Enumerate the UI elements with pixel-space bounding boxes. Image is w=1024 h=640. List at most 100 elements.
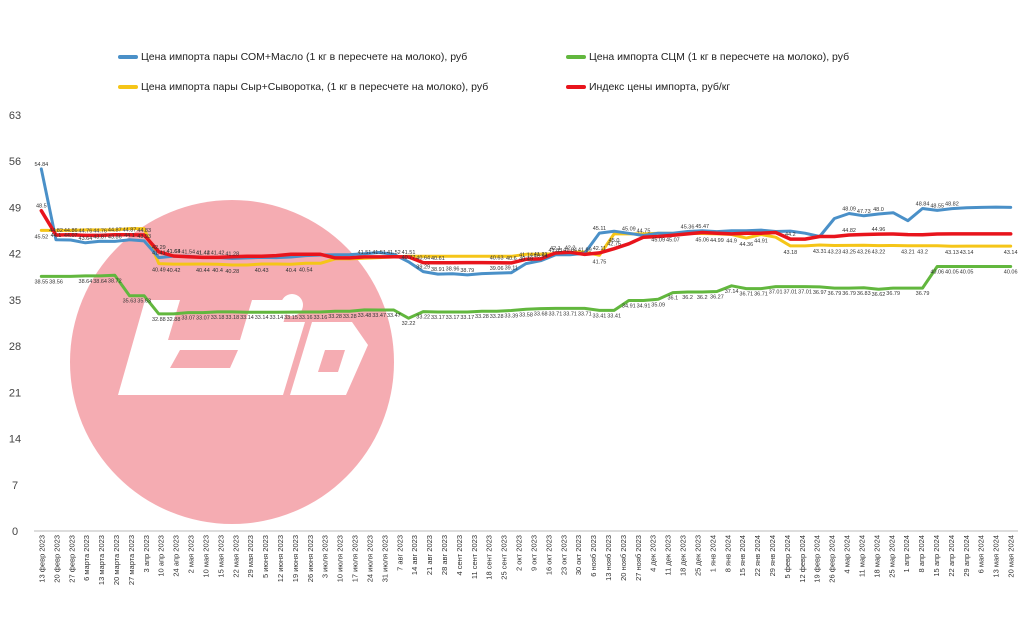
data-label: 45.11	[593, 226, 606, 232]
data-label: 44.87	[108, 228, 122, 234]
x-tick-label: 30 окт 2023	[574, 535, 583, 575]
data-label: 36.71	[754, 292, 768, 298]
x-tick-label: 15 янв 2024	[738, 535, 747, 576]
data-label: 33.14	[269, 315, 283, 321]
data-label: 43.64	[79, 236, 93, 242]
data-label: 32.88	[167, 317, 181, 323]
data-label: 38.72	[108, 278, 122, 284]
data-label: 45.06	[695, 237, 709, 243]
data-label: 43.14	[960, 250, 974, 256]
legend-item-com-butter: Цена импорта пары СОМ+Масло (1 кг в пере…	[118, 51, 467, 63]
data-label: 33.14	[240, 315, 254, 321]
data-label: 43.2	[917, 250, 928, 256]
data-label: 33.41	[607, 313, 621, 319]
x-tick-label: 11 мар 2024	[857, 535, 866, 577]
data-label: 39.06	[490, 266, 504, 272]
data-label: 41.52	[387, 250, 401, 256]
data-label: 44.07	[64, 233, 78, 239]
x-tick-label: 26 июня 2023	[306, 535, 315, 582]
data-label: 36.62	[872, 292, 886, 298]
data-label: 43.21	[901, 250, 915, 256]
x-tick-label: 7 авг 2023	[395, 535, 404, 571]
data-label: 33.16	[299, 315, 313, 321]
data-label: 41.41	[152, 251, 166, 257]
legend-item-scm: Цена импорта СЦМ (1 кг в пересчете на мо…	[566, 51, 849, 63]
x-tick-label: 31 июля 2023	[380, 535, 389, 582]
legend-label: Цена импорта пары СОМ+Масло (1 кг в пере…	[141, 51, 468, 63]
data-label: 33.71	[578, 311, 592, 317]
x-tick-label: 25 дек 2023	[693, 535, 702, 576]
data-label: 44.9	[726, 239, 737, 245]
x-tick-label: 29 мая 2023	[246, 535, 255, 578]
x-tick-label: 8 янв 2024	[723, 535, 732, 572]
x-tick-label: 22 мая 2023	[231, 535, 240, 578]
x-tick-label: 15 апр 2024	[932, 535, 941, 577]
data-label: 38.64	[93, 279, 107, 285]
data-label: 41.42	[196, 250, 210, 256]
data-label: 38.96	[446, 267, 460, 273]
data-label: 39.29	[416, 265, 430, 271]
x-tick-label: 21 авг 2023	[425, 535, 434, 575]
data-label: 54.84	[34, 162, 48, 168]
data-label: 38.55	[34, 279, 48, 285]
data-label: 42.2	[565, 245, 576, 251]
data-label: 36.79	[828, 291, 842, 297]
data-label: 35.63	[137, 299, 151, 305]
data-label: 44.86	[64, 228, 78, 234]
y-tick-label: 49	[9, 202, 21, 214]
series-lines	[39, 167, 1013, 320]
x-tick-label: 19 февр 2024	[813, 535, 822, 583]
data-label: 45.07	[666, 237, 680, 243]
data-label: 33.17	[446, 315, 460, 321]
x-tick-label: 29 янв 2024	[768, 535, 777, 576]
data-label: 40.49	[519, 257, 533, 263]
data-label: 48.09	[842, 206, 856, 212]
x-tick-label: 23 окт 2023	[559, 535, 568, 575]
data-label: 48.84	[916, 202, 930, 208]
y-tick-label: 21	[9, 387, 21, 399]
data-label: 40.4	[286, 268, 297, 274]
data-label: 40.54	[299, 267, 313, 273]
data-label: 45.09	[651, 237, 665, 243]
x-tick-label: 28 авг 2023	[440, 535, 449, 575]
data-label: 40.44	[196, 268, 210, 274]
x-tick-label: 1 янв 2024	[708, 535, 717, 572]
data-label: 45.0	[609, 238, 620, 244]
data-label: 33.28	[343, 314, 357, 320]
data-label: 43.22	[872, 250, 886, 256]
data-label: 41.28	[225, 251, 239, 257]
data-label: 33.07	[181, 316, 195, 322]
data-label: 41.44	[196, 250, 210, 256]
data-label: 36.2	[697, 295, 708, 301]
data-label: 35.09	[651, 302, 665, 308]
data-label: 43.86	[108, 234, 122, 240]
data-label: 44.91	[754, 238, 768, 244]
x-tick-label: 15 мая 2023	[216, 535, 225, 578]
x-tick-label: 11 сент 2023	[470, 535, 479, 579]
data-label: 44.82	[49, 228, 63, 234]
data-label: 42.75	[607, 242, 621, 248]
x-tick-label: 18 сент 2023	[485, 535, 494, 580]
x-tick-label: 11 дек 2023	[664, 535, 673, 575]
x-tick-label: 4 сент 2023	[455, 535, 464, 576]
data-label: 36.71	[739, 292, 753, 298]
y-tick-label: 7	[12, 480, 18, 492]
data-label: 36.79	[916, 291, 930, 297]
data-label: 44.83	[137, 228, 151, 234]
legend-label: Цена импорта пары Сыр+Сыворотка, (1 кг в…	[141, 81, 489, 93]
x-tick-label: 27 нояб 2023	[634, 535, 643, 581]
legend-swatch	[118, 55, 138, 59]
x-tick-label: 13 февр 2023	[37, 535, 46, 583]
x-tick-label: 16 окт 2023	[544, 535, 553, 575]
y-tick-label: 56	[9, 156, 21, 168]
data-label: 44.2	[785, 232, 796, 238]
data-label: 36.83	[857, 291, 871, 297]
data-label: 33.68	[534, 312, 548, 318]
legend-swatch	[118, 85, 138, 89]
y-tick-label: 28	[9, 341, 21, 353]
data-label: 33.48	[358, 313, 372, 319]
x-tick-label: 27 марта 2023	[127, 535, 136, 585]
legend-label: Цена импорта СЦМ (1 кг в пересчете на мо…	[589, 51, 850, 63]
